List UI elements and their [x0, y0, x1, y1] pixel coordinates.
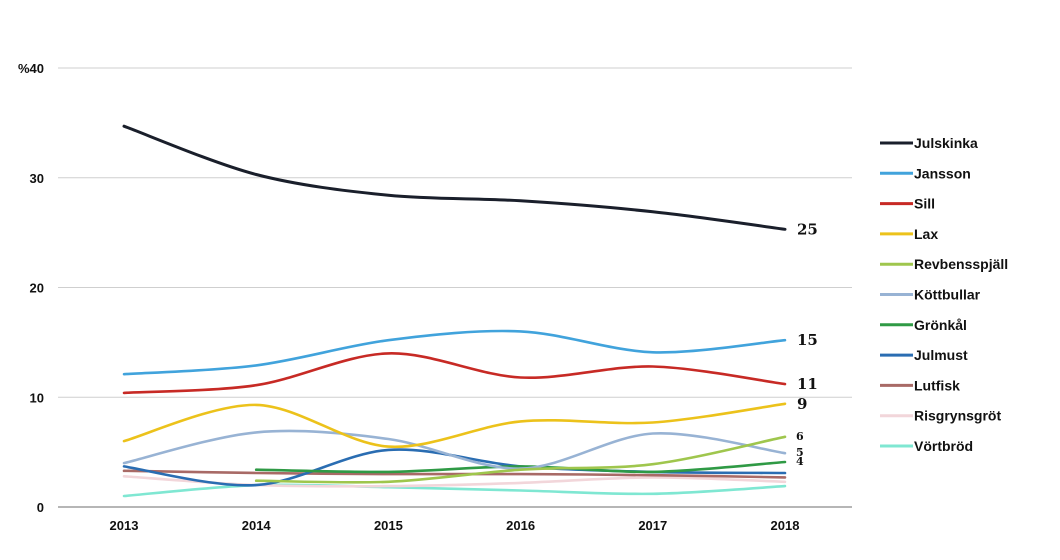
y-axis-ticks: 0 10 20 30 %40 — [18, 61, 44, 515]
series-line-lax — [122, 402, 787, 449]
series-lines — [122, 124, 787, 498]
series-line-vortbrod — [122, 483, 787, 498]
legend-label-sill: Sill — [914, 196, 935, 212]
y-tick-label: 0 — [37, 500, 44, 515]
legend-label-vortbrod: Vörtbröd — [914, 438, 973, 454]
legend-label-julmust: Julmust — [914, 347, 968, 363]
legend-label-kottbullar: Köttbullar — [914, 287, 981, 303]
x-tick-label: 2014 — [242, 518, 272, 533]
end-label-gronkal: 4 — [796, 455, 804, 468]
series-line-julskinka — [122, 124, 787, 231]
legend-label-jansson: Jansson — [914, 165, 971, 181]
end-label-sill: 11 — [797, 375, 818, 393]
series-line-jansson — [122, 329, 787, 376]
y-tick-label: 20 — [30, 281, 44, 296]
legend-label-risgrynsgrot: Risgrynsgröt — [914, 408, 1001, 424]
series-line-kottbullar — [122, 429, 787, 470]
end-labels: 25 15 11 9 6 54 — [796, 220, 818, 468]
grid-lines — [58, 67, 852, 508]
x-tick-label: 2018 — [771, 518, 800, 533]
x-tick-label: 2015 — [374, 518, 403, 533]
x-tick-label: 2017 — [638, 518, 667, 533]
legend-label-revbensspjall: Revbensspjäll — [914, 256, 1008, 272]
y-tick-label: 10 — [30, 390, 44, 405]
x-tick-label: 2013 — [110, 518, 139, 533]
x-tick-label: 2016 — [506, 518, 535, 533]
end-label-lax: 9 — [797, 395, 807, 413]
y-tick-label: 30 — [30, 171, 44, 186]
y-tick-label: %40 — [18, 61, 44, 76]
end-label-julskinka: 25 — [797, 220, 818, 238]
series-line-revbensspjall — [254, 435, 787, 484]
x-axis-ticks: 2013 2014 2015 2016 2017 2018 — [110, 518, 800, 533]
series-line-gronkal — [254, 460, 787, 474]
end-label-kottbullar: 5 — [796, 446, 804, 459]
series-line-sill — [122, 352, 787, 395]
series-line-lutfisk — [122, 469, 787, 479]
legend-label-lutfisk: Lutfisk — [914, 377, 960, 393]
legend-label-lax: Lax — [914, 226, 938, 242]
end-label-revbensspjall: 6 — [796, 430, 804, 443]
legend: Julskinka Jansson Sill Lax Revbensspjäll Kött… — [880, 135, 1008, 454]
legend-label-gronkal: Grönkål — [914, 317, 967, 333]
end-label-jansson: 15 — [797, 331, 818, 349]
legend-label-julskinka: Julskinka — [914, 135, 978, 151]
